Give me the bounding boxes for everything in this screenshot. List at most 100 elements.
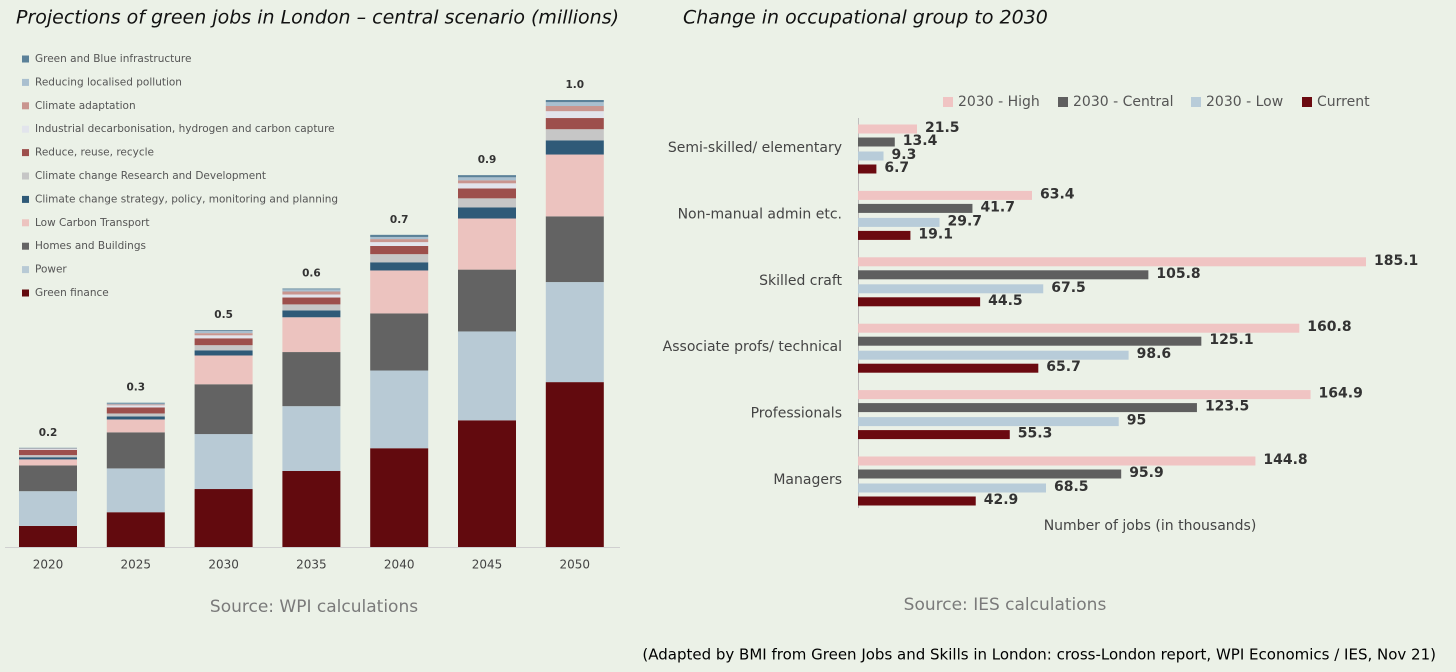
bar-segment [106,432,165,469]
bar [858,350,1129,360]
bar [858,363,1039,373]
bar [858,336,1202,346]
bar-segment [282,352,341,407]
x-tick-label: 2040 [384,558,415,572]
bar-segment [545,118,604,130]
bar-segment [19,457,77,460]
bar-segment [458,175,516,178]
legend-label: 2030 - Central [1073,94,1174,110]
bar-segment [194,355,253,385]
bar-segment [282,310,341,318]
bar-segment [282,470,341,547]
bar-segment [370,370,429,449]
value-label: 160.8 [1307,319,1351,335]
bar [858,390,1311,400]
value-label: 21.5 [925,120,960,136]
value-label: 98.6 [1137,346,1172,362]
bar [858,203,973,213]
bar [858,417,1119,427]
bar-segment [458,180,516,184]
bar [858,151,884,161]
bar-segment [194,333,253,336]
y-tick-label: Associate profs/ technical [663,339,842,355]
bar-segment [194,330,253,332]
bar-segment [194,489,253,547]
x-tick-label: 2020 [33,558,64,572]
source: Source: IES calculations [904,595,1107,615]
bar-segment [458,183,516,189]
legend-label: Climate change strategy, policy, monitor… [35,193,338,205]
bar-segment [370,270,429,314]
bar-segment [282,291,341,295]
value-label: 164.9 [1319,386,1363,402]
value-label: 42.9 [984,492,1019,508]
bar-segment [370,239,429,243]
bar-segment [545,111,604,119]
legend-label: 2030 - Low [1206,94,1283,110]
bar-segment [194,350,253,356]
value-label: 67.5 [1051,280,1086,296]
chart-title: Projections of green jobs in London – ce… [16,7,619,29]
bar-segment [458,177,516,181]
x-tick-label: 2025 [121,558,152,572]
legend-label: Industrial decarbonisation, hydrogen and… [35,123,335,135]
bar-segment [106,405,165,408]
y-tick-label: Managers [773,472,842,488]
bar [858,323,1300,333]
value-label: 55.3 [1018,426,1053,442]
bar-segment [19,449,77,450]
value-label: 144.8 [1263,452,1307,468]
x-tick-label: 2045 [472,558,503,572]
bar-segment [106,403,165,405]
value-label: 9.3 [892,147,917,163]
bar-segment [545,140,604,155]
bar-segment [194,434,253,490]
value-label: 13.4 [903,133,938,149]
legend-label: Homes and Buildings [35,240,146,252]
legend-label: Climate change Research and Development [35,170,266,182]
bar-segment [19,491,77,526]
value-label: 6.7 [884,160,909,176]
bar-segment [106,407,165,414]
bar-segment [19,455,77,458]
total-label: 0.7 [390,214,409,226]
bar-segment [370,262,429,271]
value-label: 44.5 [988,293,1023,309]
y-tick-label: Professionals [751,406,842,422]
bar [858,430,1010,440]
bar-segment [106,413,165,417]
total-label: 0.3 [126,382,145,394]
value-label: 63.4 [1040,186,1075,202]
legend-swatch [22,266,29,274]
legend-swatch [943,97,953,107]
legend-swatch [22,55,29,63]
legend-swatch [1302,97,1312,107]
total-label: 0.6 [302,268,321,280]
bar-segment [370,234,429,237]
bar-segment [370,242,429,246]
footnote: (Adapted by BMI from Green Jobs and Skil… [642,646,1436,664]
bar-segment [370,313,429,371]
total-label: 0.2 [39,427,58,439]
legend-label: Reducing localised pollution [35,76,182,88]
bar-segment [545,129,604,141]
bar-segment [19,449,77,456]
bar-segment [106,468,165,513]
bar-segment [370,254,429,263]
legend-swatch [22,172,29,180]
chart-title: Change in occupational group to 2030 [683,7,1048,29]
bar-segment [545,216,604,283]
legend-swatch [1191,97,1201,107]
bar-segment [106,512,165,547]
legend-swatch [22,242,29,250]
bar-segment [458,420,516,547]
bar-segment [194,335,253,339]
y-tick-label: Semi-skilled/ elementary [668,140,842,156]
bar-segment [194,384,253,435]
bar-segment [19,465,77,492]
bar-segment [370,236,429,240]
legend-label: Climate adaptation [35,100,136,112]
value-label: 65.7 [1046,359,1081,375]
bar-segment [545,106,604,112]
bar-segment [282,406,341,471]
